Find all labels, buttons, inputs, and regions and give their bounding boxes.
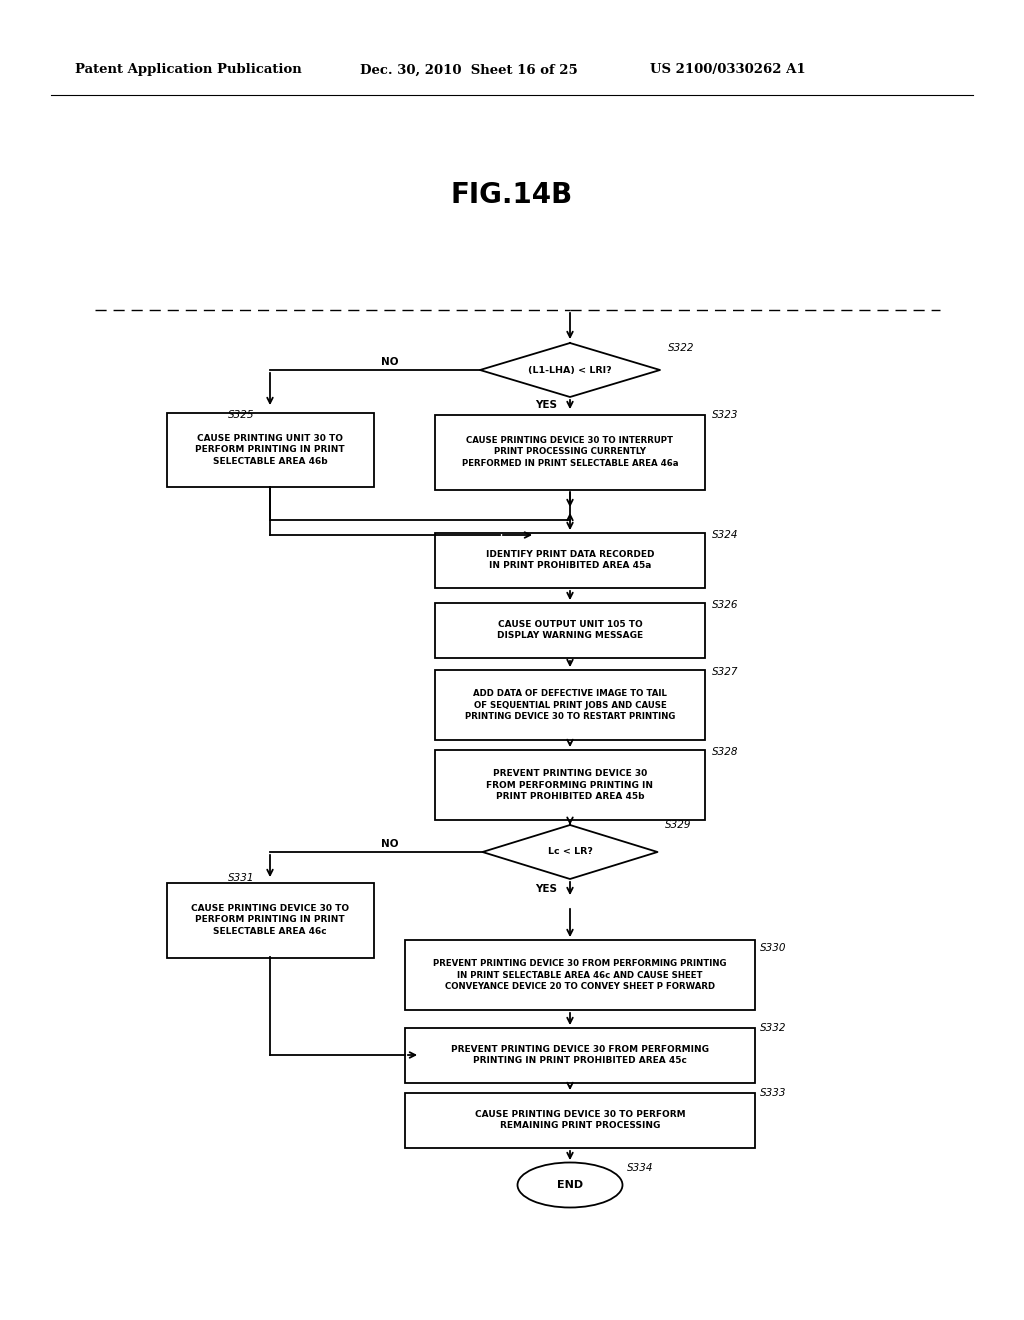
Text: US 2100/0330262 A1: US 2100/0330262 A1: [650, 63, 806, 77]
Text: (L1-LHA) < LRI?: (L1-LHA) < LRI?: [528, 366, 611, 375]
Text: S325: S325: [228, 411, 255, 420]
Text: CAUSE OUTPUT UNIT 105 TO
DISPLAY WARNING MESSAGE: CAUSE OUTPUT UNIT 105 TO DISPLAY WARNING…: [497, 620, 643, 640]
Text: S324: S324: [712, 531, 738, 540]
FancyBboxPatch shape: [167, 883, 374, 957]
Text: PREVENT PRINTING DEVICE 30
FROM PERFORMING PRINTING IN
PRINT PROHIBITED AREA 45b: PREVENT PRINTING DEVICE 30 FROM PERFORMI…: [486, 770, 653, 801]
Polygon shape: [482, 825, 657, 879]
Polygon shape: [480, 343, 660, 397]
Text: S333: S333: [760, 1088, 786, 1098]
FancyBboxPatch shape: [406, 1027, 755, 1082]
FancyBboxPatch shape: [435, 532, 705, 587]
Text: S326: S326: [712, 601, 738, 610]
Text: S330: S330: [760, 942, 786, 953]
Text: YES: YES: [535, 400, 557, 411]
Text: FIG.14B: FIG.14B: [451, 181, 573, 209]
FancyBboxPatch shape: [167, 412, 374, 487]
FancyBboxPatch shape: [435, 671, 705, 741]
Text: CAUSE PRINTING DEVICE 30 TO INTERRUPT
PRINT PROCESSING CURRENTLY
PERFORMED IN PR: CAUSE PRINTING DEVICE 30 TO INTERRUPT PR…: [462, 437, 678, 467]
Ellipse shape: [517, 1163, 623, 1208]
Text: NO: NO: [381, 356, 398, 367]
Text: S323: S323: [712, 411, 738, 420]
Text: S334: S334: [627, 1163, 653, 1173]
Text: NO: NO: [381, 840, 398, 849]
Text: YES: YES: [535, 884, 557, 894]
Text: Lc < LR?: Lc < LR?: [548, 847, 593, 857]
Text: CAUSE PRINTING UNIT 30 TO
PERFORM PRINTING IN PRINT
SELECTABLE AREA 46b: CAUSE PRINTING UNIT 30 TO PERFORM PRINTI…: [196, 434, 345, 466]
Text: END: END: [557, 1180, 583, 1191]
Text: S322: S322: [668, 343, 694, 352]
FancyBboxPatch shape: [406, 940, 755, 1010]
FancyBboxPatch shape: [435, 750, 705, 820]
Text: CAUSE PRINTING DEVICE 30 TO PERFORM
REMAINING PRINT PROCESSING: CAUSE PRINTING DEVICE 30 TO PERFORM REMA…: [475, 1110, 685, 1130]
Text: S332: S332: [760, 1023, 786, 1034]
Text: S327: S327: [712, 667, 738, 677]
Text: IDENTIFY PRINT DATA RECORDED
IN PRINT PROHIBITED AREA 45a: IDENTIFY PRINT DATA RECORDED IN PRINT PR…: [485, 550, 654, 570]
Text: PREVENT PRINTING DEVICE 30 FROM PERFORMING PRINTING
IN PRINT SELECTABLE AREA 46c: PREVENT PRINTING DEVICE 30 FROM PERFORMI…: [433, 960, 727, 990]
Text: PREVENT PRINTING DEVICE 30 FROM PERFORMING
PRINTING IN PRINT PROHIBITED AREA 45c: PREVENT PRINTING DEVICE 30 FROM PERFORMI…: [451, 1045, 709, 1065]
FancyBboxPatch shape: [406, 1093, 755, 1147]
Text: Patent Application Publication: Patent Application Publication: [75, 63, 302, 77]
Text: S331: S331: [228, 873, 255, 883]
FancyBboxPatch shape: [435, 602, 705, 657]
Text: S328: S328: [712, 747, 738, 756]
Text: S329: S329: [665, 820, 691, 830]
Text: Dec. 30, 2010  Sheet 16 of 25: Dec. 30, 2010 Sheet 16 of 25: [360, 63, 578, 77]
Text: ADD DATA OF DEFECTIVE IMAGE TO TAIL
OF SEQUENTIAL PRINT JOBS AND CAUSE
PRINTING : ADD DATA OF DEFECTIVE IMAGE TO TAIL OF S…: [465, 689, 675, 721]
FancyBboxPatch shape: [435, 414, 705, 490]
Text: CAUSE PRINTING DEVICE 30 TO
PERFORM PRINTING IN PRINT
SELECTABLE AREA 46c: CAUSE PRINTING DEVICE 30 TO PERFORM PRIN…: [190, 904, 349, 936]
